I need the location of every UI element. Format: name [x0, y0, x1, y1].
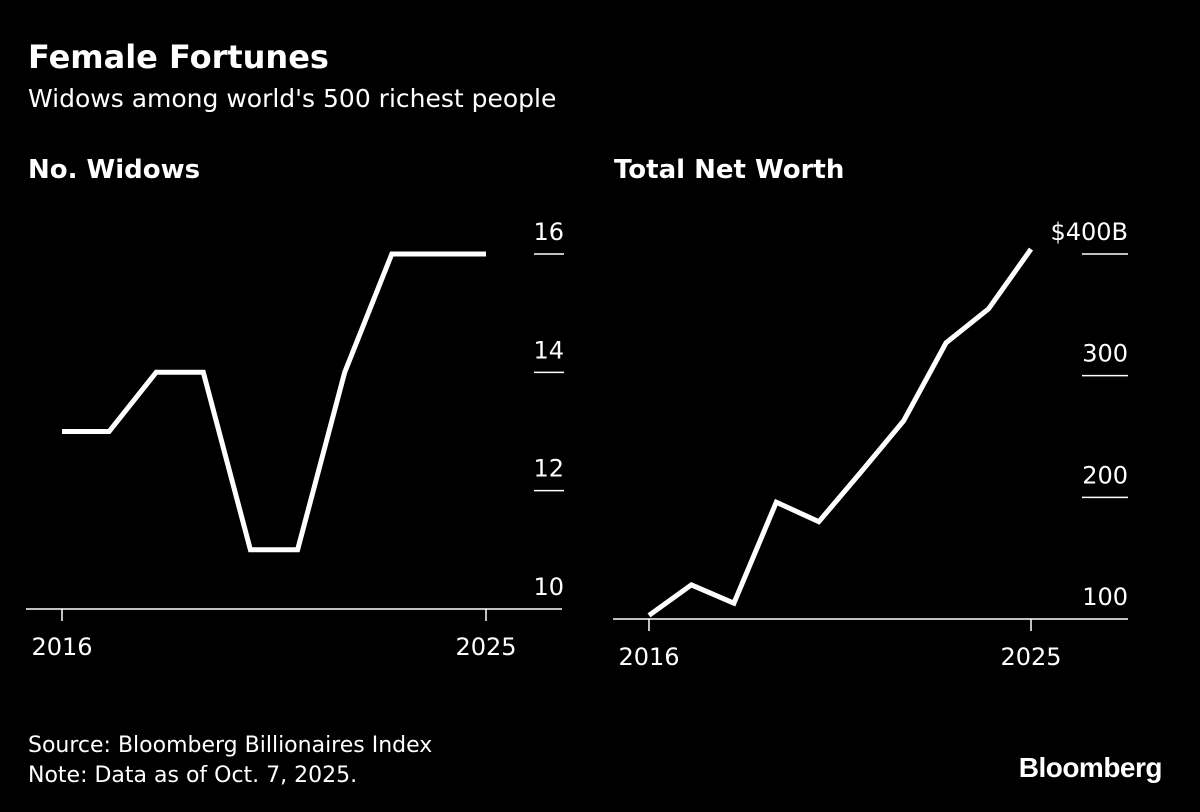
y-tick-label: $400B	[1050, 218, 1128, 246]
y-tick-label: 16	[533, 218, 564, 246]
x-tick-label: 2025	[1000, 643, 1061, 671]
y-tick-label: 300	[1082, 340, 1128, 368]
chart-title: Female Fortunes	[28, 38, 329, 76]
widows-chart: 10 12 14 16 2016 2025	[26, 218, 564, 661]
series-line	[62, 251, 486, 553]
panel-title-net-worth: Total Net Worth	[614, 155, 845, 185]
y-tick-label: 100	[1082, 583, 1128, 611]
source-note: Source: Bloomberg Billionaires Index	[28, 733, 433, 758]
net-worth-chart: 100 200 300 $400B 2016 2025	[613, 218, 1128, 671]
bloomberg-logo: Bloomberg	[1018, 752, 1163, 783]
x-tick-label: 2025	[455, 633, 516, 661]
y-tick-label: 10	[533, 573, 564, 601]
data-note: Note: Data as of Oct. 7, 2025.	[28, 763, 358, 788]
panel-title-widows: No. Widows	[28, 155, 201, 185]
y-tick-label: 14	[533, 336, 564, 364]
chart-subtitle: Widows among world's 500 richest people	[28, 84, 557, 113]
series-line	[647, 247, 1034, 618]
x-tick-label: 2016	[31, 633, 92, 661]
y-tick-label: 200	[1082, 461, 1128, 489]
y-tick-label: 12	[533, 455, 564, 483]
x-tick-label: 2016	[618, 643, 679, 671]
